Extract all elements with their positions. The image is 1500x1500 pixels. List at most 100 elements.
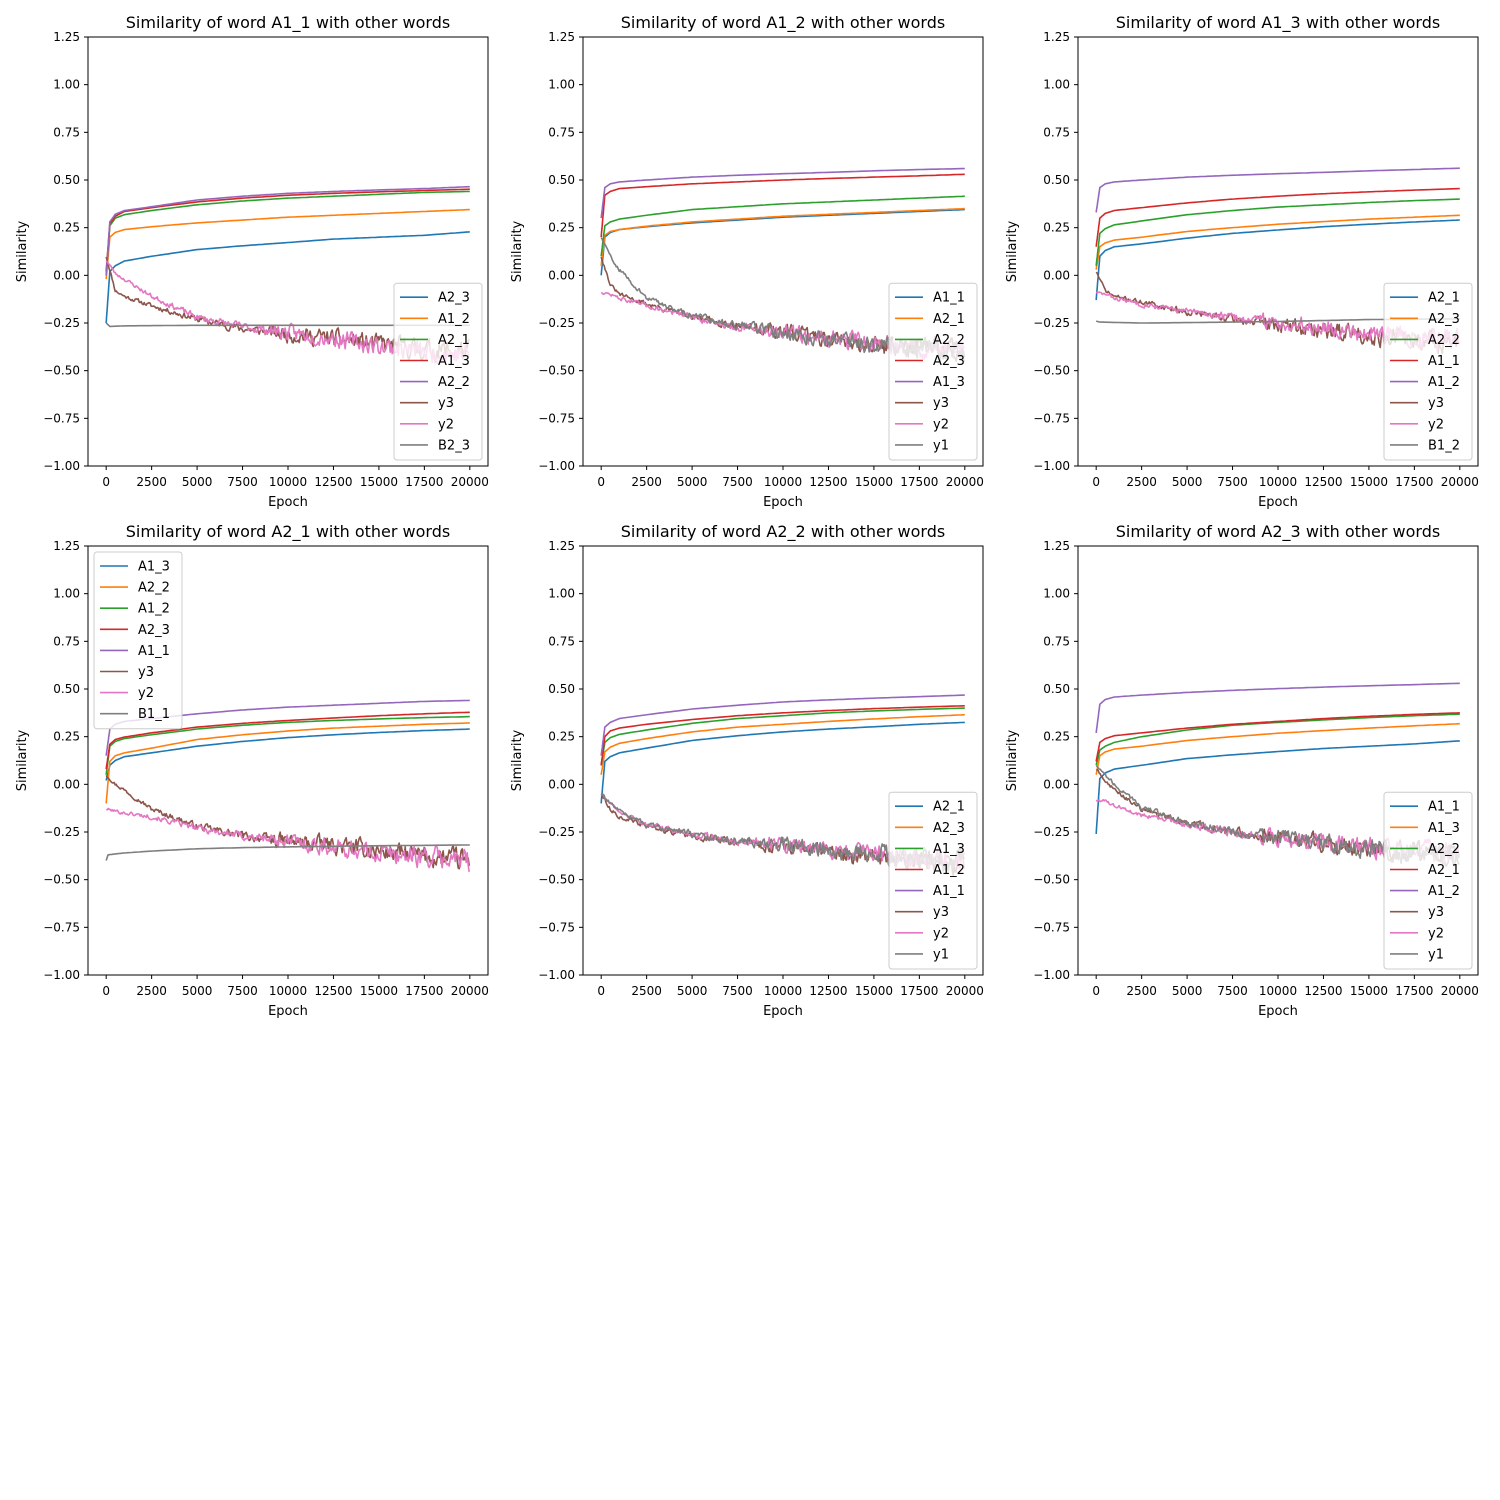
x-tick-label: 17500 (1395, 475, 1433, 489)
y-tick-label: 0.00 (1043, 268, 1070, 282)
chart-title: Similarity of word A1_2 with other words (621, 13, 945, 33)
chart-title: Similarity of word A2_3 with other words (1116, 522, 1440, 542)
legend-label: A2_2 (933, 333, 965, 348)
x-tick-label: 20000 (1441, 475, 1479, 489)
x-tick-label: 17500 (1395, 984, 1433, 998)
chart-title: Similarity of word A2_1 with other words (126, 522, 450, 542)
series-line-a1-1 (600, 208, 965, 276)
legend-label: y1 (1428, 947, 1444, 962)
x-tick-label: 20000 (451, 984, 489, 998)
x-tick-label: 5000 (182, 984, 213, 998)
legend-label: A2_3 (1428, 312, 1460, 327)
series-line-b1-2 (1095, 318, 1460, 324)
y-tick-label: 0.75 (548, 634, 575, 648)
series-line-b2-3 (105, 322, 470, 328)
x-tick-label: 10000 (1259, 984, 1297, 998)
y-tick-label: 0.00 (548, 268, 575, 282)
legend-label: A2_1 (438, 333, 470, 348)
x-tick-label: 5000 (1172, 984, 1203, 998)
x-tick-label: 2500 (1126, 984, 1157, 998)
chart-title: Similarity of word A2_2 with other words (621, 522, 945, 542)
legend-label: y2 (138, 686, 154, 701)
series-line-a2-3 (105, 711, 470, 770)
series-line-a1-1 (1095, 187, 1460, 247)
y-tick-label: 1.25 (53, 539, 80, 553)
y-tick-label: −0.75 (538, 920, 575, 934)
x-tick-label: 17500 (900, 475, 938, 489)
chart-title: Similarity of word A1_1 with other words (126, 13, 450, 33)
x-tick-label: 15000 (360, 984, 398, 998)
y-tick-label: 0.75 (548, 125, 575, 139)
legend-label: A1_3 (933, 842, 965, 857)
legend-label: A2_2 (1428, 333, 1460, 348)
x-tick-label: 20000 (451, 475, 489, 489)
x-tick-label: 15000 (855, 475, 893, 489)
x-tick-label: 2500 (136, 475, 167, 489)
axes-frame (87, 545, 489, 976)
x-tick-label: 12500 (1304, 475, 1342, 489)
series-line-a2-3 (105, 231, 470, 324)
legend: A1_3 A2_2 A1_2 A2_3 A1_1 y3 y2 B1_1 (93, 551, 183, 730)
legend-box (1383, 791, 1473, 970)
legend-box (888, 282, 978, 461)
y-tick-label: −0.50 (43, 873, 80, 887)
x-tick-label: 10000 (764, 475, 802, 489)
legend: A1_1 A2_1 A2_2 A2_3 A1_3 y3 y2 y1 (888, 282, 978, 461)
x-tick-label: 10000 (269, 475, 307, 489)
series-line-b1-1 (105, 844, 470, 861)
y-tick-label: 0.75 (1043, 634, 1070, 648)
x-tick-label: 12500 (1304, 984, 1342, 998)
series-line-a2-3 (1095, 214, 1460, 270)
axes-frame (1077, 545, 1479, 976)
legend-label: y3 (933, 396, 949, 411)
subplot-5: Similarity of word A2_2 with other words… (510, 522, 984, 1019)
legend-box (1383, 282, 1473, 461)
subplot-1: Similarity of word A1_1 with other words… (15, 13, 489, 510)
legend: A1_1 A1_3 A2_2 A2_1 A1_2 y3 y2 y1 (1383, 791, 1473, 970)
x-tick-label: 10000 (1259, 475, 1297, 489)
y-tick-label: −0.25 (538, 825, 575, 839)
x-tick-label: 20000 (1441, 984, 1479, 998)
x-tick-label: 2500 (136, 984, 167, 998)
y-tick-label: −1.00 (43, 459, 80, 473)
x-tick-label: 0 (1092, 984, 1100, 998)
legend-label: A1_2 (1428, 375, 1460, 390)
y-tick-label: 0.25 (1043, 730, 1070, 744)
legend-label: A1_1 (1428, 800, 1460, 815)
legend-box (888, 791, 978, 970)
legend-label: A1_2 (933, 863, 965, 878)
series-line-a1-2 (600, 705, 965, 766)
y-tick-label: −0.25 (43, 825, 80, 839)
x-tick-label: 2500 (631, 984, 662, 998)
legend-label: y3 (1428, 396, 1444, 411)
y-tick-label: 0.50 (1043, 173, 1070, 187)
y-tick-label: 0.25 (53, 730, 80, 744)
y-tick-label: 1.25 (548, 30, 575, 44)
x-tick-label: 7500 (722, 475, 753, 489)
y-tick-label: 1.25 (53, 30, 80, 44)
series-line-a2-1 (1095, 219, 1460, 301)
legend-label: A1_3 (1428, 821, 1460, 836)
legend-label: y2 (933, 926, 949, 941)
y-tick-label: −0.50 (1033, 364, 1070, 378)
legend-label: A1_2 (1428, 884, 1460, 899)
legend-label: y2 (933, 417, 949, 432)
legend-label: A2_2 (138, 581, 170, 596)
x-tick-label: 5000 (182, 475, 213, 489)
x-tick-label: 17500 (900, 984, 938, 998)
legend-label: y3 (138, 665, 154, 680)
legend-label: y2 (1428, 926, 1444, 941)
axes-frame (582, 36, 984, 467)
legend-label: A1_1 (138, 644, 170, 659)
x-axis-label: Epoch (763, 1004, 803, 1019)
series-line-a2-1 (600, 721, 965, 804)
x-tick-label: 5000 (1172, 475, 1203, 489)
legend-label: y1 (933, 438, 949, 453)
series-line-a1-3 (600, 167, 965, 219)
series-group (600, 694, 965, 877)
legend-label: A1_3 (933, 375, 965, 390)
x-tick-label: 17500 (405, 984, 443, 998)
y-tick-label: 0.50 (53, 682, 80, 696)
y-tick-label: 1.25 (548, 539, 575, 553)
subplot-2: Similarity of word A1_2 with other words… (510, 13, 984, 510)
